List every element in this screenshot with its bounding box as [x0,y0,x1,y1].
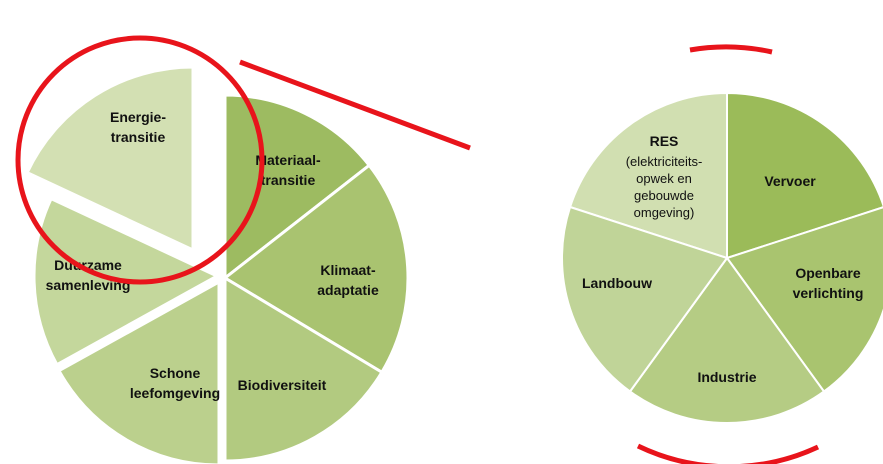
pie-segment [628,256,826,425]
label-line: gebouwde [634,188,694,203]
zoom-arc-bottom [636,443,820,464]
label-line: Energie- [110,109,166,125]
connector-line [239,59,471,151]
label-line: omgeving) [634,205,695,220]
label-line: RES [650,133,679,149]
label-line: transitie [261,172,316,188]
pie-segment [568,91,728,260]
segment-label: Energie-transitie [110,109,166,145]
label-line: Industrie [697,369,756,385]
label-line: (elektriciteits- [626,154,703,169]
label-line: Landbouw [582,275,652,291]
highlight-circle [15,35,265,285]
pie-segment [725,206,883,393]
segment-label: Landbouw [582,275,652,291]
segment-label: Materiaal-transitie [255,152,321,188]
segment-label: Openbare verlichting [793,265,864,301]
segment-label: Klimaat-adaptatie [317,262,379,298]
highlight [15,35,820,464]
label-line: samenleving [46,277,131,293]
label-line: Schone [150,365,201,381]
label-line: Openbare [795,265,861,281]
label-line: Vervoer [764,173,816,189]
label-line: verlichting [793,285,864,301]
segment-label: Vervoer [764,173,816,189]
segment-label: Schone leefomgeving [130,365,220,401]
label-line: leefomgeving [130,385,220,401]
label-line: Biodiversiteit [238,377,327,393]
pie-segment [25,65,195,253]
segment-label: RES [650,133,679,149]
pie-segment [56,279,221,464]
segment-label: (elektriciteits-opwek en gebouwde omgeving… [626,154,703,220]
zoom-arc-top [689,44,773,55]
segment-label: Industrie [697,369,756,385]
segment-label: Biodiversiteit [238,377,327,393]
pie-segment [561,205,729,393]
wedges [25,65,883,464]
label-line: transitie [111,129,166,145]
label-line: adaptatie [317,282,379,298]
pie-segment [222,163,410,375]
pie-segment [726,91,883,260]
label-line: Klimaat- [320,262,376,278]
pie-segment [223,275,384,463]
label-line: Materiaal- [255,152,321,168]
label-line: opwek en [636,171,692,186]
